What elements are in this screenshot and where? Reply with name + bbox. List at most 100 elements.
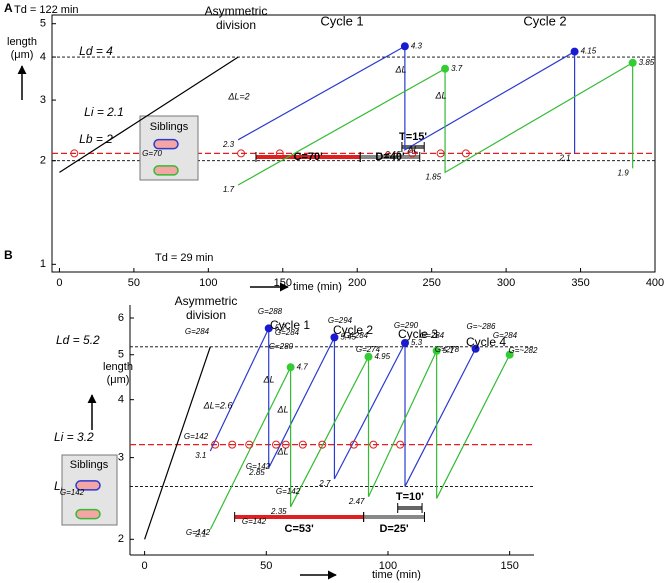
annotation: G=290 — [394, 321, 419, 330]
annotation: G=284 — [185, 327, 210, 336]
x-tick-label: 150 — [274, 277, 292, 289]
y-axis-label: length — [7, 36, 37, 48]
annotation: G=284 — [275, 328, 300, 337]
period-label: D=25' — [379, 523, 409, 535]
panel-letter: B — [4, 248, 13, 262]
annotation: G=284 — [493, 331, 518, 340]
annotation: ΔL=2 — [227, 91, 249, 101]
annotation: ΔL — [276, 446, 288, 456]
annotation: G=142 — [60, 488, 85, 497]
x-axis-label: time (min) — [372, 569, 421, 581]
reference-label: Ld = 4 — [79, 44, 113, 58]
annotation: Cycle 3 — [398, 327, 438, 341]
series-line — [144, 346, 211, 540]
x-axis-label: time (min) — [293, 281, 342, 293]
y-axis-label: length — [103, 361, 133, 373]
period-label: C=53' — [285, 523, 315, 535]
division-point — [401, 338, 410, 347]
annotation: Siblings — [70, 459, 109, 471]
annotation: ΔL — [276, 404, 288, 414]
division-point — [570, 47, 579, 56]
chart-title: Td = 122 min — [14, 4, 79, 16]
division-point — [286, 363, 295, 372]
plot-frame — [51, 14, 656, 273]
value-label: 1.9 — [618, 168, 630, 177]
value-label: 3.7 — [451, 64, 463, 73]
value-label: 4.7 — [297, 362, 309, 371]
division-point — [330, 333, 339, 342]
reference-label: Li = 3.2 — [54, 430, 94, 444]
value-label: 1.7 — [223, 185, 235, 194]
annotation: G=278 — [435, 345, 460, 354]
annotation: ΔL — [394, 64, 406, 74]
division-point — [364, 352, 373, 361]
value-label: 1.85 — [425, 172, 441, 181]
value-label: 3.1 — [195, 451, 206, 460]
y-axis-label: (μm) — [11, 49, 34, 61]
y-tick-label: 3 — [40, 94, 46, 106]
initiation-point — [237, 149, 246, 158]
y-tick-label: 5 — [40, 18, 46, 30]
series-line — [59, 56, 239, 173]
value-label: 4.15 — [581, 47, 597, 56]
annotation: Cycle 2 — [523, 13, 566, 28]
x-tick-label: 50 — [128, 277, 140, 289]
annotation: Siblings — [150, 121, 189, 133]
division-point — [264, 324, 273, 333]
division-point — [432, 346, 441, 355]
annotation: G=142 — [246, 462, 271, 471]
sibling-cell-blue — [153, 138, 179, 150]
value-label: 5.7 — [275, 323, 287, 332]
annotation: Cycle 4 — [466, 335, 506, 349]
annotation: G=294 — [328, 316, 353, 325]
division-point — [441, 64, 450, 73]
annotation: ΔL — [262, 374, 274, 384]
x-tick-label: 0 — [142, 560, 148, 572]
x-tick-label: 100 — [379, 560, 397, 572]
annotation: G=284 — [344, 331, 369, 340]
initiation-point — [245, 440, 254, 449]
y-tick-label: 1 — [40, 258, 46, 270]
value-label: 5.3 — [411, 338, 423, 347]
annotation: Asymmetric — [175, 294, 238, 308]
x-tick-label: 100 — [199, 277, 217, 289]
annotation: G=~282 — [509, 346, 538, 355]
value-label: 2.3 — [222, 140, 235, 149]
initiation-point — [318, 440, 327, 449]
annotation: Asymmetric — [205, 4, 268, 18]
value-label: 4.95 — [375, 352, 391, 361]
value-label: 2.1 — [194, 530, 206, 539]
period-label: D=40' — [375, 151, 405, 163]
y-axis-label: (μm) — [107, 374, 130, 386]
reference-label: Lb = 2 — [79, 132, 113, 146]
division-point — [400, 42, 409, 51]
initiation-point — [298, 440, 307, 449]
value-label: 2.85 — [248, 468, 265, 477]
value-label: 2.15 — [384, 150, 401, 159]
annotation: G=~286 — [467, 322, 496, 331]
initiation-point — [408, 149, 417, 158]
value-label: 5.1 — [443, 346, 454, 355]
y-tick-label: 6 — [118, 312, 124, 324]
reference-label: Ld = 5.2 — [56, 333, 100, 347]
panel-letter: A — [4, 1, 13, 15]
initiation-point — [396, 440, 405, 449]
annotation: G=142 — [276, 487, 301, 496]
y-tick-label: 2 — [40, 155, 46, 167]
initiation-point — [211, 440, 220, 449]
value-label: 2.47 — [348, 497, 365, 506]
value-label: 3.85 — [639, 58, 655, 67]
y-tick-label: 3 — [118, 452, 124, 464]
x-tick-label: 150 — [500, 560, 518, 572]
x-tick-label: 250 — [422, 277, 440, 289]
division-point — [628, 58, 637, 67]
initiation-point — [436, 149, 445, 158]
annotation: Cycle 2 — [333, 323, 373, 337]
annotation: ΔL — [406, 144, 418, 154]
annotation: G=142 — [184, 432, 209, 441]
division-point — [505, 350, 514, 359]
x-tick-label: 350 — [571, 277, 589, 289]
period-label: T=15' — [399, 131, 427, 143]
annotation: G=284 — [420, 331, 445, 340]
